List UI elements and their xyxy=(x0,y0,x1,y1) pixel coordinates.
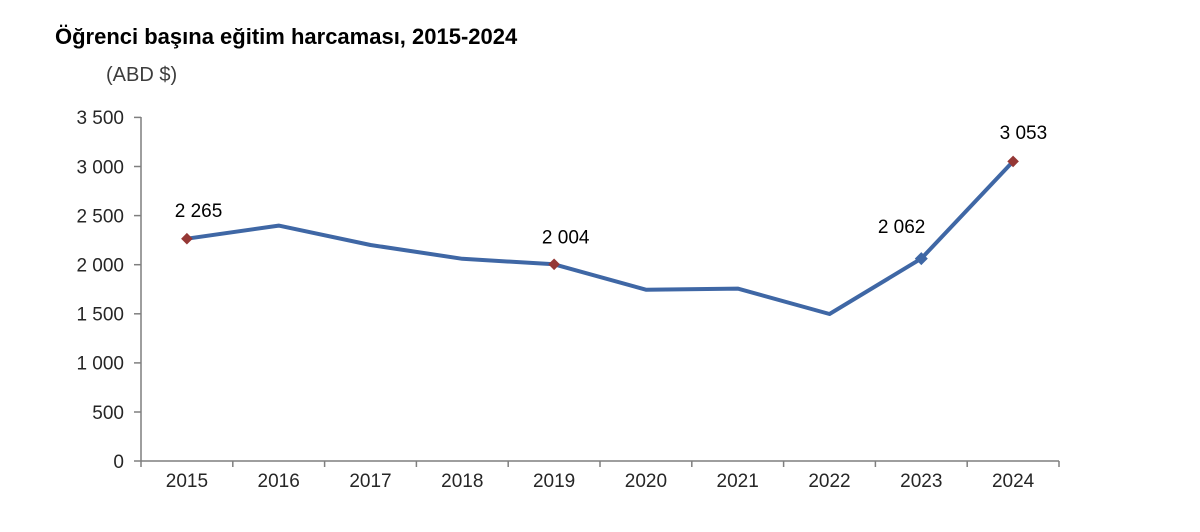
svg-text:2015: 2015 xyxy=(166,471,208,492)
svg-text:2016: 2016 xyxy=(258,471,300,492)
svg-text:3 053: 3 053 xyxy=(1000,123,1048,144)
svg-text:0: 0 xyxy=(113,452,124,473)
svg-text:2 500: 2 500 xyxy=(76,206,124,227)
svg-text:2022: 2022 xyxy=(808,471,850,492)
svg-text:2019: 2019 xyxy=(533,471,575,492)
svg-text:2021: 2021 xyxy=(717,471,759,492)
svg-text:1 500: 1 500 xyxy=(76,305,124,326)
svg-text:3 500: 3 500 xyxy=(76,108,124,129)
svg-text:1 000: 1 000 xyxy=(76,354,124,375)
svg-text:2 004: 2 004 xyxy=(542,227,590,248)
svg-text:3 000: 3 000 xyxy=(76,157,124,178)
svg-text:2 062: 2 062 xyxy=(878,217,926,238)
svg-text:2 265: 2 265 xyxy=(175,201,223,222)
svg-text:2018: 2018 xyxy=(441,471,483,492)
svg-text:2020: 2020 xyxy=(625,471,667,492)
svg-text:2017: 2017 xyxy=(349,471,391,492)
svg-text:2024: 2024 xyxy=(992,471,1035,492)
svg-text:500: 500 xyxy=(92,403,124,424)
svg-text:2 000: 2 000 xyxy=(76,256,124,277)
svg-text:2023: 2023 xyxy=(900,471,942,492)
